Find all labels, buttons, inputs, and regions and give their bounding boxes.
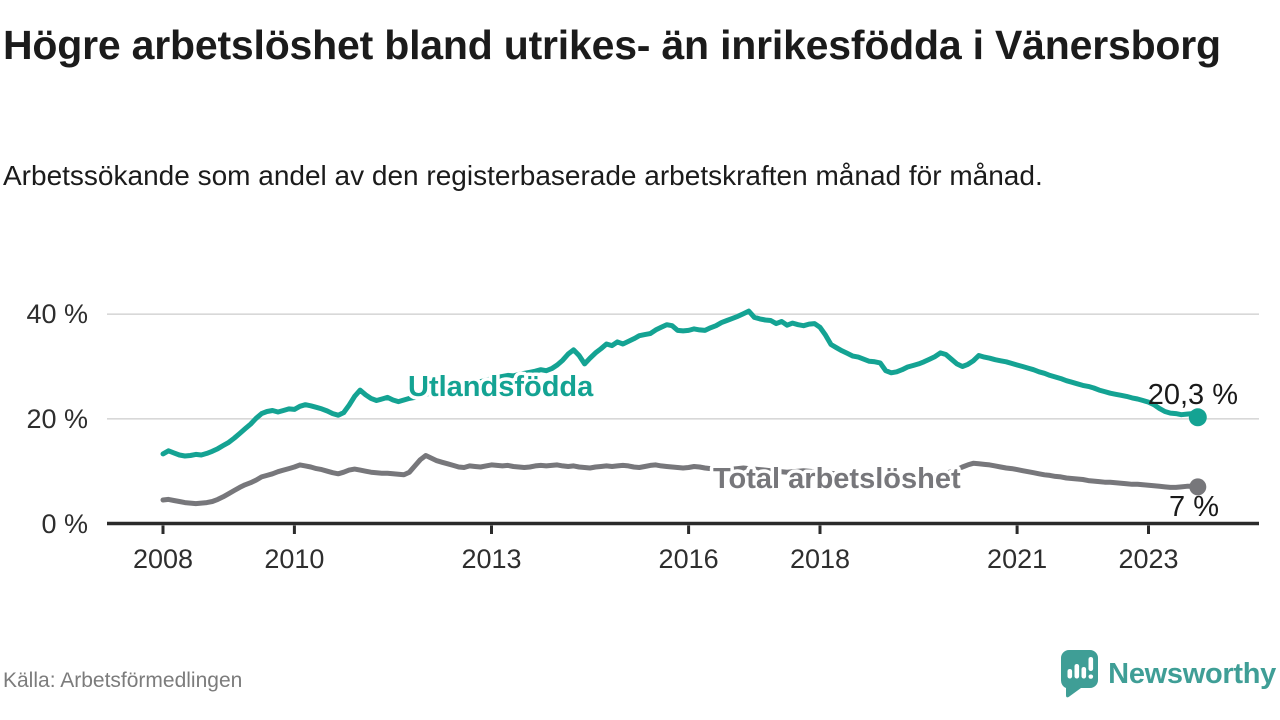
logo-bars	[1067, 657, 1094, 679]
source-note: Källa: Arbetsförmedlingen	[3, 669, 243, 692]
speech-bubble-shape	[1061, 650, 1099, 698]
gridlines	[107, 313, 1259, 420]
newsworthy-wordmark: Newsworthy	[1108, 657, 1276, 690]
total-series-label: Total arbetslöshet	[713, 463, 961, 495]
utlandsfodda-end-value: 20,3 %	[1148, 379, 1238, 411]
total-arbetsloshet-line	[160, 453, 1201, 507]
page-title: Högre arbetslöshet bland utrikes- än inr…	[3, 22, 1221, 68]
utlandsfodda-series-label: Utlandsfödda	[408, 371, 594, 403]
page-subtitle: Arbetssökande som andel av den registerb…	[3, 160, 1043, 191]
total-end-dot	[1189, 478, 1207, 496]
x-axis	[107, 521, 1259, 534]
newsworthy-logo-icon	[1061, 650, 1099, 698]
newsworthy-brand: Newsworthy	[1059, 646, 1276, 702]
utlandsfodda-end-dot	[1188, 408, 1207, 427]
utlandsfodda-line	[160, 308, 1201, 459]
total-end-value: 7 %	[1169, 491, 1219, 523]
